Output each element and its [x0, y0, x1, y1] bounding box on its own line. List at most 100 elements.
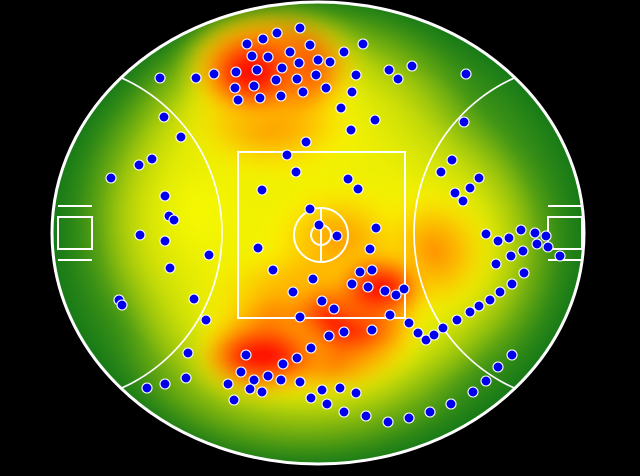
data-point [180, 372, 192, 384]
data-point [350, 69, 362, 81]
data-point [246, 50, 258, 62]
data-point [320, 82, 332, 94]
data-point [228, 394, 240, 406]
data-point [360, 410, 372, 422]
data-point [248, 374, 260, 386]
data-point [350, 387, 362, 399]
data-point [458, 116, 470, 128]
data-point [366, 264, 378, 276]
data-point [257, 33, 269, 45]
data-point [506, 278, 518, 290]
data-point [424, 406, 436, 418]
data-point [105, 172, 117, 184]
data-point [346, 86, 358, 98]
data-point [331, 230, 343, 242]
data-point [346, 278, 358, 290]
data-point [300, 136, 312, 148]
data-point [304, 39, 316, 51]
data-point [464, 306, 476, 318]
data-point [403, 317, 415, 329]
data-point [369, 114, 381, 126]
data-point [275, 90, 287, 102]
data-point [338, 326, 350, 338]
data-point [412, 327, 424, 339]
data-point [270, 74, 282, 86]
data-point [134, 229, 146, 241]
data-point [390, 289, 402, 301]
data-point [362, 281, 374, 293]
data-point [366, 324, 378, 336]
data-point [200, 314, 212, 326]
data-point [352, 183, 364, 195]
data-point [428, 329, 440, 341]
data-point [256, 184, 268, 196]
data-point [334, 382, 346, 394]
data-point [256, 386, 268, 398]
data-point [342, 173, 354, 185]
data-point [506, 349, 518, 361]
data-point [515, 224, 527, 236]
data-point [175, 131, 187, 143]
data-point [267, 264, 279, 276]
data-point [529, 227, 541, 239]
data-point [451, 314, 463, 326]
data-point [133, 159, 145, 171]
data-point [297, 86, 309, 98]
data-point [294, 311, 306, 323]
data-point [420, 334, 432, 346]
data-point [554, 250, 566, 262]
data-point [316, 295, 328, 307]
data-point [168, 214, 180, 226]
data-point [383, 64, 395, 76]
data-point [284, 46, 296, 58]
data-point [492, 235, 504, 247]
data-point [310, 69, 322, 81]
data-point [494, 286, 506, 298]
data-point [370, 222, 382, 234]
data-point [392, 73, 404, 85]
data-point [252, 242, 264, 254]
data-point [446, 154, 458, 166]
data-point [287, 286, 299, 298]
data-point [141, 382, 153, 394]
data-point [467, 386, 479, 398]
data-point [251, 64, 263, 76]
data-point [182, 347, 194, 359]
data-point [345, 124, 357, 136]
data-point [449, 187, 461, 199]
data-point [517, 245, 529, 257]
data-point [503, 232, 515, 244]
data-point [290, 166, 302, 178]
data-point [235, 366, 247, 378]
data-point [531, 238, 543, 250]
data-point [229, 82, 241, 94]
data-point [276, 62, 288, 74]
data-point [473, 172, 485, 184]
data-point [305, 342, 317, 354]
data-point [254, 92, 266, 104]
data-point [188, 293, 200, 305]
data-point [291, 73, 303, 85]
data-point [328, 303, 340, 315]
data-point [323, 330, 335, 342]
data-point [464, 182, 476, 194]
data-point [190, 72, 202, 84]
data-point [492, 361, 504, 373]
data-point [484, 294, 496, 306]
data-point [241, 38, 253, 50]
data-point [307, 273, 319, 285]
data-point [321, 398, 333, 410]
data-point [518, 267, 530, 279]
data-point [338, 46, 350, 58]
possession-points-layer [105, 22, 566, 428]
data-point [335, 102, 347, 114]
data-point [379, 285, 391, 297]
data-point [248, 80, 260, 92]
data-point [271, 27, 283, 39]
data-point [116, 299, 128, 311]
data-point [240, 349, 252, 361]
data-point [159, 190, 171, 202]
data-point [159, 378, 171, 390]
data-point [437, 322, 449, 334]
